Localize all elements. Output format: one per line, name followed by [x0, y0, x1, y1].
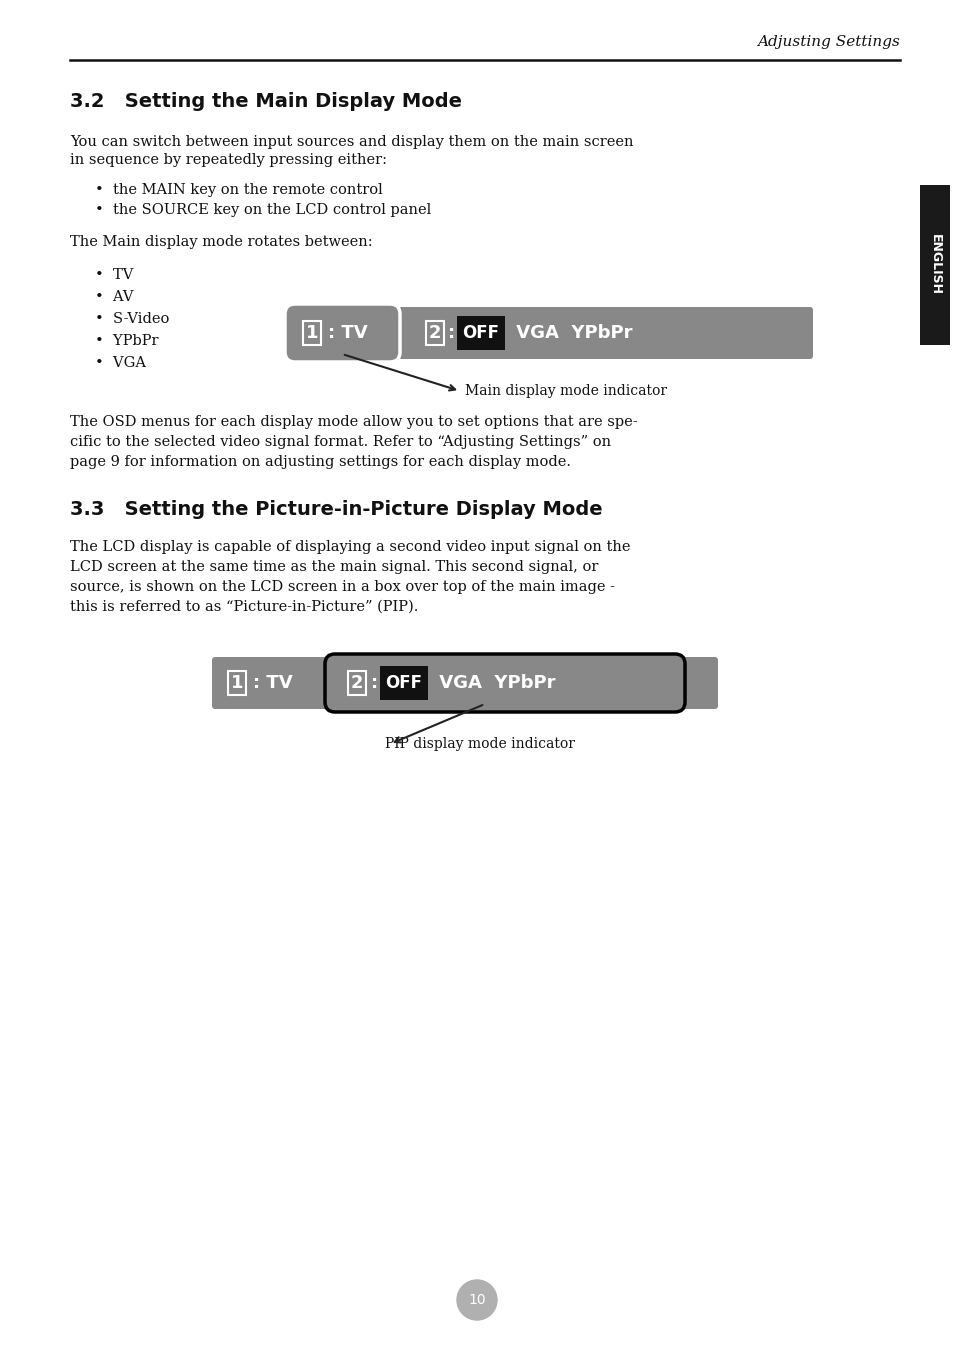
Text: OFF: OFF	[462, 324, 499, 342]
Text: 2: 2	[351, 675, 363, 692]
Text: 2: 2	[428, 324, 441, 342]
Text: PIP display mode indicator: PIP display mode indicator	[385, 737, 575, 750]
Text: •  VGA: • VGA	[95, 356, 146, 370]
FancyBboxPatch shape	[325, 654, 684, 713]
FancyBboxPatch shape	[379, 667, 428, 700]
FancyBboxPatch shape	[287, 307, 812, 360]
Text: •  YPbPr: • YPbPr	[95, 334, 158, 347]
Text: :: :	[448, 324, 455, 342]
Text: :: :	[371, 675, 377, 692]
Text: •  the SOURCE key on the LCD control panel: • the SOURCE key on the LCD control pane…	[95, 203, 431, 218]
Text: in sequence by repeatedly pressing either:: in sequence by repeatedly pressing eithe…	[70, 153, 387, 168]
Text: ENGLISH: ENGLISH	[927, 234, 941, 296]
Text: 3.3   Setting the Picture-in-Picture Display Mode: 3.3 Setting the Picture-in-Picture Displ…	[70, 500, 602, 519]
FancyBboxPatch shape	[919, 185, 949, 345]
Text: VGA  YPbPr: VGA YPbPr	[433, 675, 555, 692]
Text: •  TV: • TV	[95, 268, 133, 283]
Text: 1: 1	[231, 675, 243, 692]
Text: You can switch between input sources and display them on the main screen: You can switch between input sources and…	[70, 135, 633, 149]
FancyBboxPatch shape	[456, 316, 504, 350]
Text: source, is shown on the LCD screen in a box over top of the main image -: source, is shown on the LCD screen in a …	[70, 580, 615, 594]
Text: 10: 10	[468, 1293, 485, 1307]
Text: LCD screen at the same time as the main signal. This second signal, or: LCD screen at the same time as the main …	[70, 560, 598, 575]
Text: cific to the selected video signal format. Refer to “Adjusting Settings” on: cific to the selected video signal forma…	[70, 435, 611, 449]
Text: VGA  YPbPr: VGA YPbPr	[510, 324, 632, 342]
Text: •  the MAIN key on the remote control: • the MAIN key on the remote control	[95, 183, 382, 197]
Text: page 9 for information on adjusting settings for each display mode.: page 9 for information on adjusting sett…	[70, 456, 571, 469]
Text: OFF: OFF	[385, 675, 422, 692]
Text: •  S-Video: • S-Video	[95, 312, 170, 326]
Text: : TV: : TV	[328, 324, 367, 342]
Text: Adjusting Settings: Adjusting Settings	[757, 35, 899, 49]
Text: 3.2   Setting the Main Display Mode: 3.2 Setting the Main Display Mode	[70, 92, 461, 111]
FancyBboxPatch shape	[285, 304, 399, 362]
Text: The OSD menus for each display mode allow you to set options that are spe-: The OSD menus for each display mode allo…	[70, 415, 637, 429]
FancyBboxPatch shape	[212, 657, 718, 708]
Text: Main display mode indicator: Main display mode indicator	[464, 384, 666, 397]
Text: The Main display mode rotates between:: The Main display mode rotates between:	[70, 235, 373, 249]
Text: 1: 1	[305, 324, 318, 342]
Circle shape	[456, 1280, 497, 1320]
Text: this is referred to as “Picture-in-Picture” (PIP).: this is referred to as “Picture-in-Pictu…	[70, 600, 418, 614]
Text: The LCD display is capable of displaying a second video input signal on the: The LCD display is capable of displaying…	[70, 539, 630, 554]
Text: : TV: : TV	[253, 675, 293, 692]
Text: •  AV: • AV	[95, 289, 133, 304]
